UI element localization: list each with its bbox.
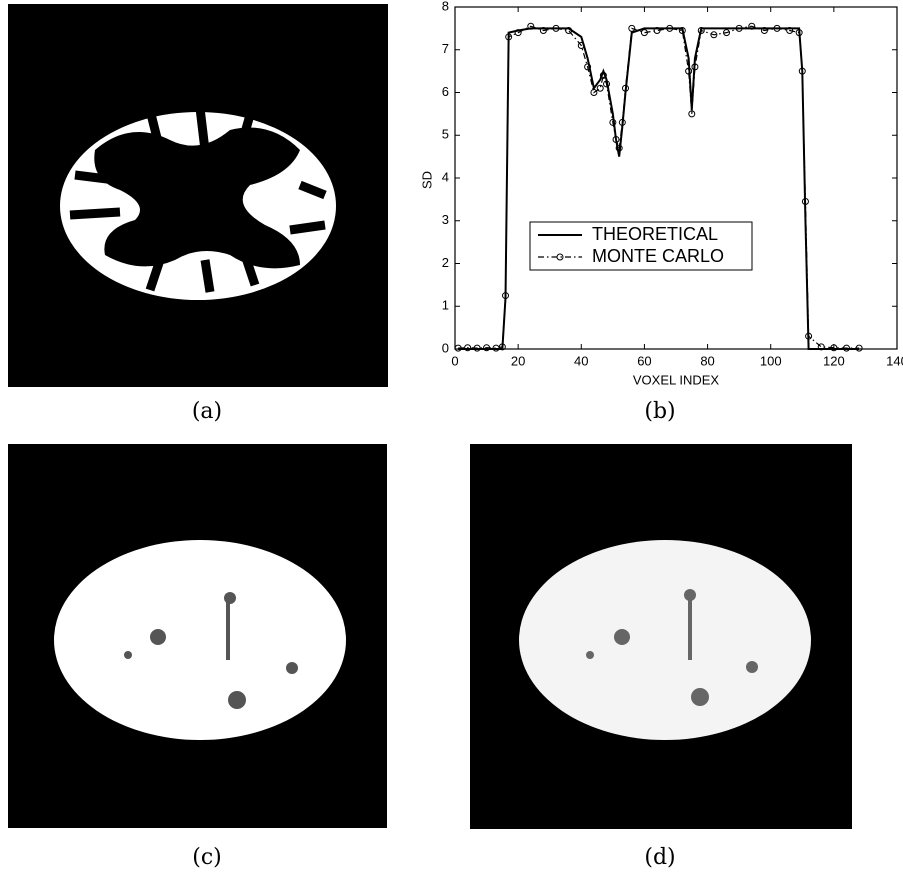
legend-label: THEORETICAL [592,224,718,244]
caption: (d) [644,845,675,870]
marker [527,22,535,30]
caption: (b) [644,399,675,424]
marker [710,31,718,39]
x-tick-label: 0 [451,353,458,368]
marker [603,80,611,88]
x-tick-label: 60 [637,353,651,368]
marker [584,63,592,71]
marker [760,27,768,35]
sulci-a [69,107,327,293]
marker [505,33,513,41]
marker [565,27,573,35]
marker [801,198,809,206]
legend-marker [556,253,564,261]
marker [612,136,620,144]
marker [678,27,686,35]
brain-d [519,540,811,740]
marker [723,29,731,37]
marker [539,27,547,35]
y-tick-label: 2 [442,255,449,270]
marker [640,29,648,37]
marker [464,344,472,352]
marker [473,344,481,352]
marker [609,118,617,126]
y-tick-label: 8 [442,0,449,13]
series-line [458,25,860,349]
brain-c [54,540,346,740]
marker [628,24,636,32]
marker [830,344,838,352]
x-tick-label: 40 [574,353,588,368]
marker [590,89,598,96]
spots-c [124,592,298,709]
marker [577,41,585,49]
marker [748,22,756,30]
marker [697,27,705,35]
x-tick-label: 20 [511,353,525,368]
x-tick-label: 80 [700,353,714,368]
marker [688,110,696,118]
marker [691,63,699,71]
x-axis-label: VOXEL INDEX [633,372,720,387]
y-tick-label: 4 [442,169,449,184]
legend-label: MONTE CARLO [592,246,724,266]
y-tick-label: 6 [442,84,449,99]
marker [805,332,813,340]
marker [795,29,803,37]
marker [492,344,500,352]
x-tick-label: 120 [823,353,845,368]
marker [666,24,674,32]
marker [502,292,510,300]
caption: (c) [192,845,222,870]
marker [454,344,462,352]
marker [817,343,825,351]
plot-frame [454,6,898,350]
legend-box [529,221,753,271]
marker [855,344,863,352]
y-tick-label: 3 [442,212,449,227]
marker [798,67,806,75]
y-tick-label: 7 [442,41,449,56]
marker [596,84,604,92]
marker [552,24,560,32]
marker [483,344,491,352]
marker [735,24,743,32]
x-tick-label: 100 [760,353,782,368]
marker [685,67,693,75]
marker [842,344,850,352]
spots-d [586,589,758,706]
marker [618,118,626,126]
marker [621,84,629,92]
y-tick-label: 5 [442,127,449,142]
series-line [458,27,860,350]
white-matter-a [94,127,301,269]
y-axis-label: SD [419,171,434,189]
y-tick-label: 0 [442,340,449,355]
marker [653,27,661,35]
marker [599,71,607,79]
marker [514,29,522,37]
marker [498,343,506,351]
x-tick-label: 140 [886,353,903,368]
y-tick-label: 1 [442,298,449,313]
caption: (a) [192,399,222,424]
marker [615,144,623,152]
marker [773,24,781,32]
marker [786,27,794,35]
